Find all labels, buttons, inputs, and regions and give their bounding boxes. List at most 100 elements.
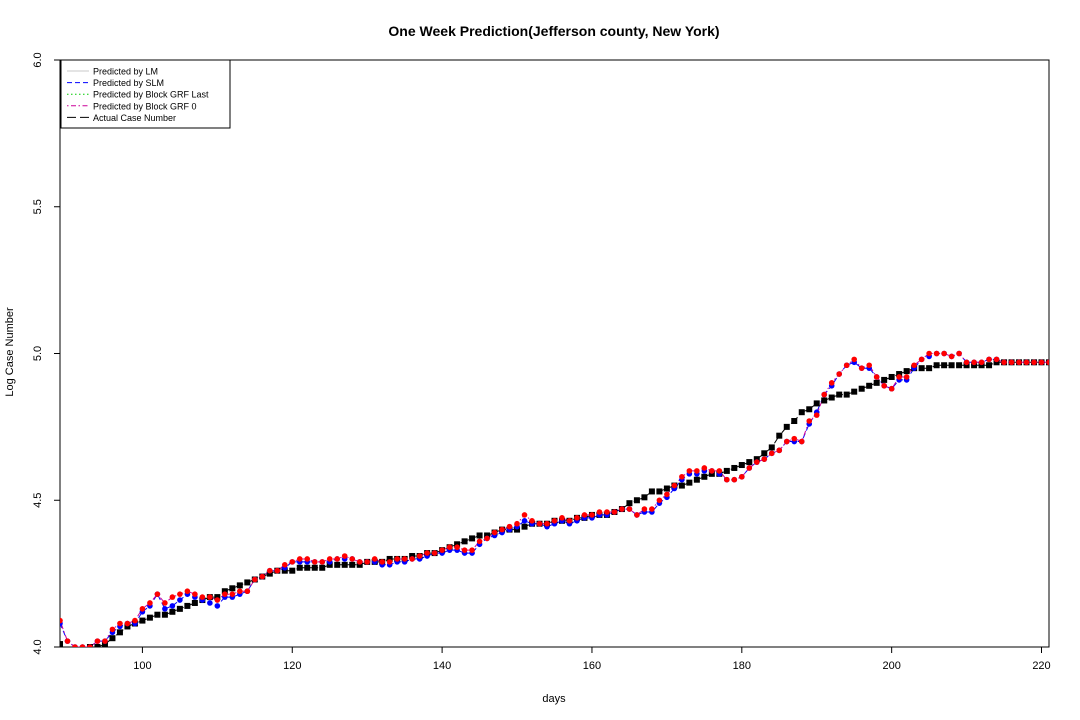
slm-point	[177, 597, 183, 603]
actual-point	[296, 564, 303, 571]
grf0-point	[559, 515, 565, 521]
slm-point	[521, 517, 528, 524]
actual-point	[236, 582, 243, 589]
y-tick-label: 4.5	[32, 493, 44, 508]
actual-point	[326, 561, 333, 568]
grf0-point	[881, 382, 887, 389]
grf0-point	[1001, 359, 1007, 366]
actual-point	[686, 479, 693, 486]
legend-item-label: Predicted by LM	[93, 67, 158, 77]
grf0-point	[386, 559, 393, 565]
actual-point	[191, 599, 198, 606]
actual-point	[409, 553, 416, 560]
actual-point	[828, 394, 835, 401]
y-tick-label: 5.0	[32, 346, 44, 361]
actual-point	[229, 585, 236, 592]
grf0-point	[671, 482, 678, 489]
grf0-point	[94, 638, 101, 644]
grf0-point	[439, 547, 445, 553]
actual-point	[978, 362, 985, 369]
grf0-point	[731, 476, 738, 483]
actual-point	[776, 432, 783, 439]
grf0-point	[641, 506, 648, 512]
grf0-point	[596, 509, 603, 515]
actual-point	[873, 379, 880, 386]
actual-point	[956, 362, 963, 369]
grf0-point	[971, 359, 977, 366]
grf0-point	[911, 362, 917, 369]
actual-point	[514, 526, 521, 533]
grf0-point	[349, 556, 356, 562]
grf0-point	[281, 562, 288, 568]
actual-point	[768, 444, 775, 451]
actual-point	[281, 567, 288, 574]
actual-point	[656, 488, 663, 495]
grf0-point	[903, 374, 910, 380]
slm-point	[214, 603, 221, 609]
actual-point	[783, 423, 790, 430]
grf0-point	[836, 371, 843, 377]
grf0-point	[60, 617, 63, 624]
actual-point	[289, 567, 296, 574]
grf0-point	[259, 573, 266, 580]
actual-point	[60, 641, 63, 647]
grf0-point	[986, 356, 992, 363]
actual-point	[356, 561, 363, 568]
grf0-point	[326, 556, 333, 562]
grf0-point	[798, 438, 805, 445]
actual-point	[836, 391, 843, 398]
grf0-point	[177, 591, 183, 597]
y-tick-label: 4.0	[32, 639, 44, 654]
actual-point	[521, 523, 528, 530]
grf0-point	[304, 556, 311, 562]
grf0-point	[619, 506, 625, 512]
grf0-point	[461, 547, 468, 553]
actual-point	[813, 400, 820, 407]
grf0-point	[956, 350, 962, 357]
grf0-point	[132, 617, 138, 624]
grf0-point	[926, 350, 932, 357]
actual-point	[71, 646, 78, 647]
grf0-point	[679, 473, 685, 480]
actual-point	[798, 409, 805, 416]
grf0-point	[851, 356, 857, 363]
grf0-point	[566, 517, 573, 524]
grf0-point	[371, 556, 378, 562]
grf0-point	[139, 606, 146, 612]
y-tick-label: 5.5	[32, 199, 44, 214]
grf0-point	[626, 506, 633, 512]
grf0-point	[709, 468, 715, 474]
actual-point	[723, 467, 730, 474]
actual-point	[341, 561, 348, 568]
actual-point	[154, 611, 161, 618]
grf0-point	[1038, 359, 1045, 366]
actual-point	[678, 482, 685, 489]
grf0-point	[656, 497, 663, 504]
grf0-point	[888, 385, 895, 392]
legend-box	[60, 59, 231, 129]
actual-point	[476, 532, 483, 539]
actual-point	[933, 362, 940, 369]
actual-point	[821, 397, 828, 404]
grf0-point	[933, 350, 940, 357]
actual-point	[948, 362, 955, 369]
grf0-point	[222, 591, 228, 597]
actual-point	[693, 476, 700, 483]
grf0-point	[424, 550, 430, 556]
grf0-point	[1008, 359, 1015, 366]
series-line	[60, 361, 1049, 647]
actual-point	[746, 459, 753, 466]
grf0-point	[521, 512, 528, 518]
actual-point	[843, 391, 850, 398]
grf0-point	[993, 356, 1000, 363]
grf0-point	[866, 362, 872, 369]
actual-point	[124, 623, 131, 630]
grf0-point	[109, 626, 116, 633]
grf0-point	[686, 468, 693, 474]
grf0-point	[64, 638, 71, 644]
actual-point	[903, 368, 910, 375]
grf0-point	[409, 556, 415, 562]
actual-point	[881, 376, 888, 383]
actual-point	[806, 406, 813, 413]
actual-point	[454, 541, 461, 548]
